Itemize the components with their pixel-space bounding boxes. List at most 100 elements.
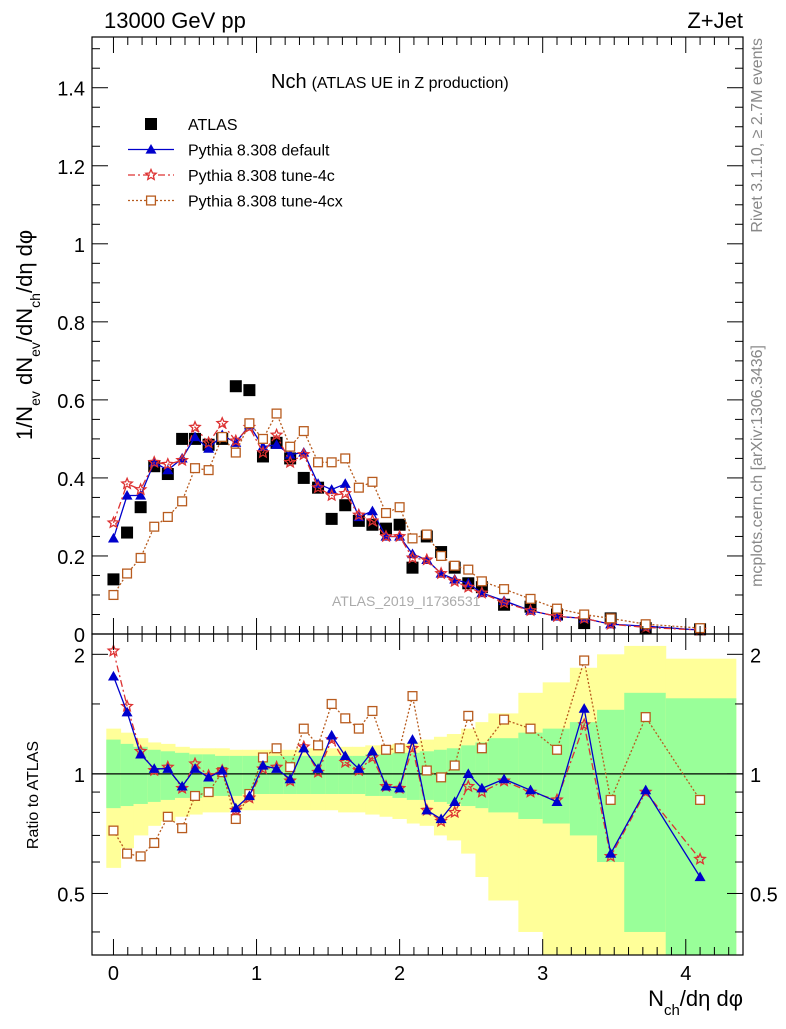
main-y-tick-label: 0.2: [57, 547, 85, 569]
ratio-point: [421, 765, 432, 776]
ratio-point: [242, 790, 257, 804]
main-point: [366, 505, 378, 516]
main-point: [283, 455, 298, 469]
ratio-y-tick-label-right: 0.5: [750, 884, 778, 906]
main-point: [339, 499, 352, 512]
main-point: [230, 447, 241, 458]
ratio-point: [189, 790, 201, 801]
legend-entry: Pythia 8.308 tune-4cx: [188, 194, 343, 211]
main-point: [476, 576, 487, 587]
ratio-point: [298, 742, 310, 753]
legend-marker: [145, 195, 157, 206]
ratio-inner-band: [325, 755, 339, 794]
ratio-point: [525, 723, 536, 734]
ratio-point: [640, 784, 652, 795]
x-label-part: /dη dφ: [680, 986, 743, 1011]
ratio-inner-band: [419, 751, 435, 800]
main-point: [499, 584, 510, 595]
ratio-point: [551, 744, 563, 755]
ratio-point: [605, 848, 617, 858]
ratio-point: [162, 763, 174, 773]
main-point: [326, 457, 337, 468]
main-point: [108, 589, 119, 601]
main-point: [243, 384, 256, 397]
main-y-label-part: ev: [27, 342, 43, 357]
ratio-point: [313, 740, 324, 751]
main-point: [447, 574, 462, 588]
ratio-point: [230, 802, 242, 813]
ratio-panel: 0.5 0.5 1 1 2 2 0 1 2 3 4 Ratio to ATLAS Nch/dη d…: [25, 633, 778, 1019]
main-point: [367, 476, 378, 487]
ratio-point: [551, 796, 563, 807]
x-tick-label: 0: [108, 963, 119, 985]
x-tick-label: 1: [251, 963, 262, 985]
ratio-point: [149, 837, 160, 849]
ratio-point: [175, 781, 190, 795]
ratio-frame: [91, 633, 744, 956]
x-label-part: N: [648, 986, 664, 1011]
main-point: [149, 521, 160, 532]
main-point: [285, 441, 296, 452]
ratio-point: [449, 760, 460, 771]
ratio-inner-band: [120, 743, 134, 807]
ratio-x-axis: 0 1 2 3 4: [108, 634, 730, 985]
ratio-point: [339, 750, 351, 761]
ratio-y-axis: 0.5 0.5 1 1 2 2: [57, 645, 778, 933]
ratio-inner-band: [229, 755, 243, 796]
main-point: [461, 580, 476, 593]
ratio-point: [461, 779, 476, 793]
main-point: [463, 564, 474, 575]
ratio-point: [135, 851, 146, 862]
ratio-point: [230, 813, 241, 825]
legend-marker: [145, 118, 157, 130]
ratio-inner-band: [365, 754, 381, 796]
legend-marker: [145, 144, 157, 154]
ratio-point: [525, 784, 537, 795]
ratio-point: [135, 748, 147, 759]
main-y-tick-label: 0: [74, 625, 85, 647]
main-y-tick-label: 0.4: [57, 469, 85, 491]
main-point: [365, 513, 380, 527]
main-y-tick-label: 0.8: [57, 313, 85, 335]
x-label-part: ch: [664, 1002, 680, 1019]
ratio-point: [122, 848, 133, 859]
main-point: [133, 482, 148, 496]
ratio-series-line: [112, 660, 701, 858]
ratio-point: [407, 691, 418, 702]
main-point: [379, 529, 393, 543]
ratio-point: [523, 784, 538, 798]
ratio-point: [298, 723, 309, 734]
x-tick-label: 2: [394, 963, 405, 985]
ratio-point: [108, 825, 119, 836]
ratio-point: [476, 782, 488, 793]
main-point: [406, 561, 419, 574]
main-point: [523, 603, 538, 617]
legend: ATLAS Pythia 8.308 default Pythia 8.308 tu…: [128, 117, 343, 211]
plot-title: Nch (ATLAS UE in Z production): [271, 71, 509, 93]
ratio-point: [638, 784, 653, 798]
main-point: [340, 453, 351, 464]
mcplots-label: mcplots.cern.ch [arXiv:1306.3436]: [749, 345, 766, 587]
x-tick-label: 3: [537, 963, 548, 985]
ratio-point: [499, 714, 510, 725]
ratio-inner-band: [133, 746, 149, 804]
ratio-point: [436, 772, 447, 783]
ratio-point: [380, 780, 392, 791]
main-series-line: [112, 422, 701, 631]
main-point: [449, 560, 460, 571]
main-point: [407, 533, 418, 544]
ratio-point: [353, 763, 365, 773]
main-point: [550, 609, 564, 623]
ratio-inner-band: [242, 755, 258, 794]
ratio-point: [476, 743, 487, 754]
main-point: [135, 552, 146, 563]
main-point: [338, 486, 353, 500]
main-point: [229, 380, 242, 393]
plot-title-main: Nch: [271, 71, 307, 93]
ratio-point: [497, 773, 511, 787]
ratio-series-2: [108, 655, 706, 862]
ratio-point: [257, 759, 269, 770]
analysis-watermark: ATLAS_2019_I1736531: [332, 593, 481, 609]
main-x-ticks: [112, 37, 730, 634]
main-point: [122, 568, 133, 579]
